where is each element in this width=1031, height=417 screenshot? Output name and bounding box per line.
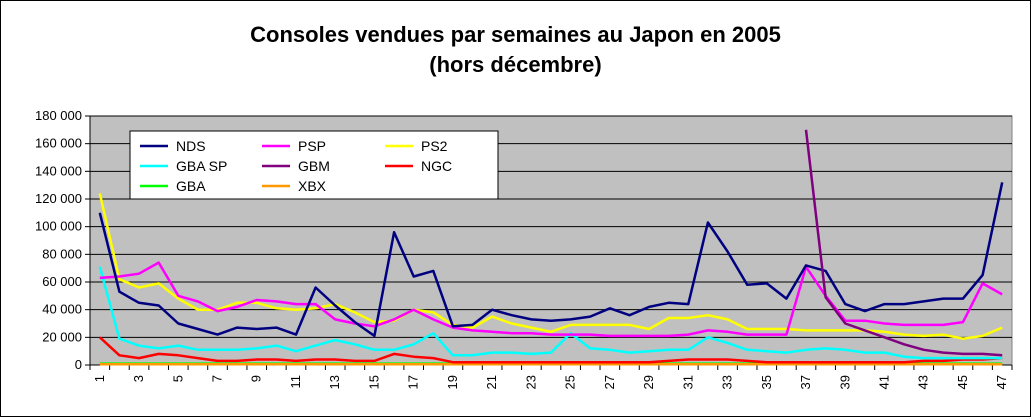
- y-tick-label: 140 000: [35, 163, 82, 178]
- x-tick-label: 13: [327, 375, 342, 389]
- x-tick-label: 37: [798, 375, 813, 389]
- x-tick-label: 41: [876, 375, 891, 389]
- series-line-gbm: [804, 129, 1003, 357]
- y-tick-label: 20 000: [42, 329, 82, 344]
- x-tick-label: 27: [602, 375, 617, 389]
- x-tick-label: 25: [563, 375, 578, 389]
- x-tick-label: 21: [484, 375, 499, 389]
- series-line-gba-sp: [98, 266, 1003, 360]
- x-tick-label: 11: [288, 375, 303, 389]
- series-line-ngc: [98, 336, 1003, 364]
- x-tick-label: 39: [837, 375, 852, 389]
- x-tick-label: 9: [249, 375, 264, 382]
- legend-label: PSP: [298, 138, 326, 154]
- x-tick-label: 17: [406, 375, 421, 389]
- x-tick-label: 3: [131, 375, 146, 382]
- chart-title: Consoles vendues par semaines au Japon e…: [250, 22, 781, 47]
- legend-label: XBX: [298, 178, 327, 194]
- series-line-nds: [98, 182, 1004, 338]
- series-line-psp: [99, 261, 1003, 338]
- y-tick-label: 0: [75, 357, 82, 372]
- legend: NDS PSP PS2 GBA SP GBM NGC GBA XBX: [129, 130, 499, 200]
- legend-box: [129, 130, 499, 200]
- legend-label: GBA: [176, 178, 206, 194]
- legend-label: NDS: [176, 138, 206, 154]
- y-tick-label: 180 000: [35, 108, 82, 123]
- x-tick-label: 35: [759, 375, 774, 389]
- x-tick-label: 47: [994, 375, 1009, 389]
- series-lines: [98, 129, 1004, 366]
- x-tick-label: 7: [210, 375, 225, 382]
- x-tick-label: 29: [641, 375, 656, 389]
- x-tick-label: 19: [445, 375, 460, 389]
- x-tick-label: 45: [955, 375, 970, 389]
- y-tick-label: 160 000: [35, 136, 82, 151]
- x-tick-label: 15: [366, 375, 381, 389]
- legend-label: GBA SP: [176, 158, 227, 174]
- y-tick-label: 80 000: [42, 246, 82, 261]
- x-tick-label: 23: [523, 375, 538, 389]
- legend-label: PS2: [421, 138, 448, 154]
- y-tick-label: 100 000: [35, 219, 82, 234]
- legend-label: GBM: [298, 158, 330, 174]
- y-tick-label: 40 000: [42, 302, 82, 317]
- legend-label: NGC: [421, 158, 452, 174]
- x-tick-label: 5: [170, 375, 185, 382]
- x-tick-label: 43: [916, 375, 931, 389]
- y-tick-label: 60 000: [42, 274, 82, 289]
- x-tick-label: 31: [680, 375, 695, 389]
- chart-title-block: Consoles vendues par semaines au Japon e…: [0, 20, 1031, 80]
- x-tick-label: 33: [720, 375, 735, 389]
- y-tick-label: 120 000: [35, 191, 82, 206]
- chart-subtitle: (hors décembre): [429, 52, 602, 77]
- x-tick-label: 1: [92, 375, 107, 382]
